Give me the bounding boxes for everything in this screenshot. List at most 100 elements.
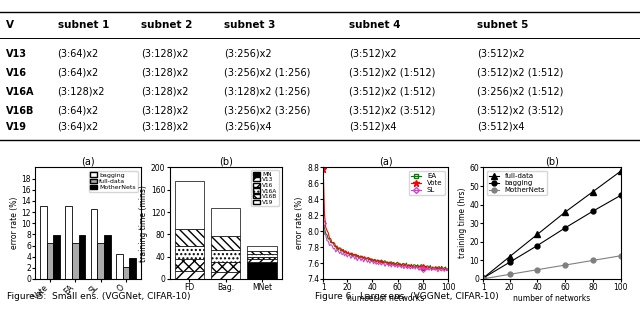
Bar: [104, 236, 111, 279]
Legend: MN, V13, V16, V16A, V16B, V19: MN, V13, V16, V16A, V16B, V19: [251, 170, 278, 206]
Bar: [211, 262, 240, 272]
Text: (3:512)x2 (3:512): (3:512)x2 (3:512): [477, 106, 563, 116]
bagging: [589, 209, 597, 213]
Bar: [248, 246, 276, 251]
Bar: [248, 254, 276, 257]
MotherNets: [617, 254, 625, 258]
Text: (3:128)x2: (3:128)x2: [141, 68, 188, 78]
Legend: full-data, bagging, MotherNets: full-data, bagging, MotherNets: [486, 171, 547, 195]
bagging: [617, 193, 625, 197]
Text: V16A: V16A: [6, 87, 35, 97]
Text: subnet 1: subnet 1: [58, 20, 109, 30]
Bar: [248, 251, 276, 254]
Vote: [319, 167, 327, 171]
Text: (3:512)x2 (3:512): (3:512)x2 (3:512): [349, 106, 435, 116]
SL: [444, 268, 452, 272]
Text: Figure 5:  Small ens. (VGGNet, CIFAR-10): Figure 5: Small ens. (VGGNet, CIFAR-10): [8, 292, 191, 301]
Text: (3:128)x2: (3:128)x2: [141, 106, 188, 116]
EA: [433, 268, 440, 271]
Vote: [438, 266, 445, 270]
Title: (a): (a): [81, 157, 95, 166]
bagging: [506, 260, 513, 264]
Line: EA: EA: [323, 223, 448, 269]
Bar: [91, 209, 97, 279]
Text: (3:256)x4: (3:256)x4: [224, 122, 271, 132]
Y-axis label: training time (hrs): training time (hrs): [458, 188, 467, 259]
X-axis label: number of networks: number of networks: [347, 294, 424, 303]
EA: [435, 265, 443, 268]
Bar: [248, 257, 276, 259]
Text: (3:256)x2 (1:512): (3:256)x2 (1:512): [477, 87, 563, 97]
SL: [383, 262, 391, 266]
SL: [319, 221, 327, 225]
Text: (3:256)x2 (1:256): (3:256)x2 (1:256): [224, 68, 310, 78]
Text: V19: V19: [6, 122, 28, 132]
Bar: [175, 181, 204, 229]
Vote: [394, 264, 401, 267]
Text: (3:256)x2 (3:256): (3:256)x2 (3:256): [224, 106, 310, 116]
SL: [439, 267, 447, 271]
Bar: [47, 243, 53, 279]
Text: (3:512)x2 (1:512): (3:512)x2 (1:512): [349, 68, 435, 78]
MotherNets: [506, 272, 513, 276]
Bar: [97, 243, 104, 279]
Text: (3:512)x2 (1:512): (3:512)x2 (1:512): [349, 87, 435, 97]
Bar: [175, 259, 204, 271]
EA: [439, 267, 447, 271]
Legend: bagging, full-data, MotherNets: bagging, full-data, MotherNets: [88, 170, 138, 192]
Bar: [248, 259, 276, 262]
Bar: [211, 272, 240, 279]
Text: (3:64)x2: (3:64)x2: [58, 122, 99, 132]
Text: (3:512)x2 (1:512): (3:512)x2 (1:512): [477, 68, 563, 78]
SL: [343, 255, 351, 259]
full-data: [479, 276, 487, 280]
Text: (3:128)x2: (3:128)x2: [141, 87, 188, 97]
Text: (3:64)x2: (3:64)x2: [58, 106, 99, 116]
MotherNets: [479, 277, 487, 281]
Line: MotherNets: MotherNets: [481, 253, 623, 281]
Text: V16: V16: [6, 68, 28, 78]
full-data: [561, 210, 569, 214]
Text: (3:128)x2: (3:128)x2: [141, 122, 188, 132]
Y-axis label: error rate (%): error rate (%): [10, 197, 19, 249]
Text: (3:512)x2: (3:512)x2: [349, 49, 396, 59]
MotherNets: [561, 263, 569, 267]
EA: [394, 260, 401, 264]
Vote: [348, 251, 356, 255]
Text: (3:512)x4: (3:512)x4: [477, 122, 524, 132]
Text: (3:128)x2: (3:128)x2: [141, 49, 188, 59]
Text: (3:128)x2: (3:128)x2: [58, 87, 105, 97]
Bar: [211, 250, 240, 262]
Bar: [248, 262, 276, 279]
Text: Figure 6:  Large ens. (VGGNet, CIFAR-10): Figure 6: Large ens. (VGGNet, CIFAR-10): [314, 292, 499, 301]
Line: SL: SL: [323, 223, 448, 272]
EA: [444, 267, 452, 271]
Text: (3:64)x2: (3:64)x2: [58, 49, 99, 59]
Line: bagging: bagging: [481, 193, 623, 281]
full-data: [506, 255, 513, 259]
Text: subnet 4: subnet 4: [349, 20, 400, 30]
Bar: [123, 267, 129, 279]
Title: (b): (b): [545, 157, 559, 166]
Bar: [211, 236, 240, 250]
Bar: [129, 258, 136, 279]
Line: full-data: full-data: [481, 168, 623, 281]
Text: (3:256)x2: (3:256)x2: [224, 49, 271, 59]
Y-axis label: error rate (%): error rate (%): [295, 197, 304, 249]
EA: [319, 221, 327, 225]
X-axis label: number of networks: number of networks: [513, 294, 591, 303]
SL: [434, 270, 442, 274]
Title: (a): (a): [379, 157, 392, 166]
Text: V: V: [6, 20, 15, 30]
Vote: [443, 269, 451, 272]
Bar: [40, 206, 47, 279]
Bar: [53, 236, 60, 279]
Text: subnet 2: subnet 2: [141, 20, 192, 30]
MotherNets: [589, 259, 597, 262]
bagging: [479, 276, 487, 280]
SL: [394, 266, 401, 269]
SL: [435, 268, 443, 271]
Text: subnet 5: subnet 5: [477, 20, 528, 30]
full-data: [534, 232, 541, 236]
Bar: [72, 243, 79, 279]
